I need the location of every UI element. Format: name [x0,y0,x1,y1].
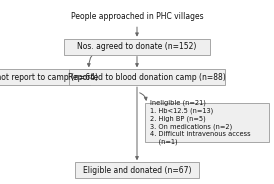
Text: People approached in PHC villages: People approached in PHC villages [71,12,203,21]
Text: Nos. agreed to donate (n=152): Nos. agreed to donate (n=152) [77,43,197,51]
FancyBboxPatch shape [0,70,90,85]
FancyArrowPatch shape [87,48,102,66]
FancyBboxPatch shape [145,103,269,142]
Text: Eligible and donated (n=67): Eligible and donated (n=67) [83,166,191,175]
FancyBboxPatch shape [68,70,225,85]
Text: Ineligible (n=21)
1. Hb<12.5 (n=13)
2. High BP (n=5)
3. On medications (n=2)
4. : Ineligible (n=21) 1. Hb<12.5 (n=13) 2. H… [150,99,250,145]
Text: Did not report to camp (n=64): Did not report to camp (n=64) [0,73,98,82]
Text: Reported to blood donation camp (n=88): Reported to blood donation camp (n=88) [68,73,226,82]
FancyArrowPatch shape [140,93,147,100]
FancyBboxPatch shape [75,162,199,178]
FancyBboxPatch shape [64,39,210,55]
